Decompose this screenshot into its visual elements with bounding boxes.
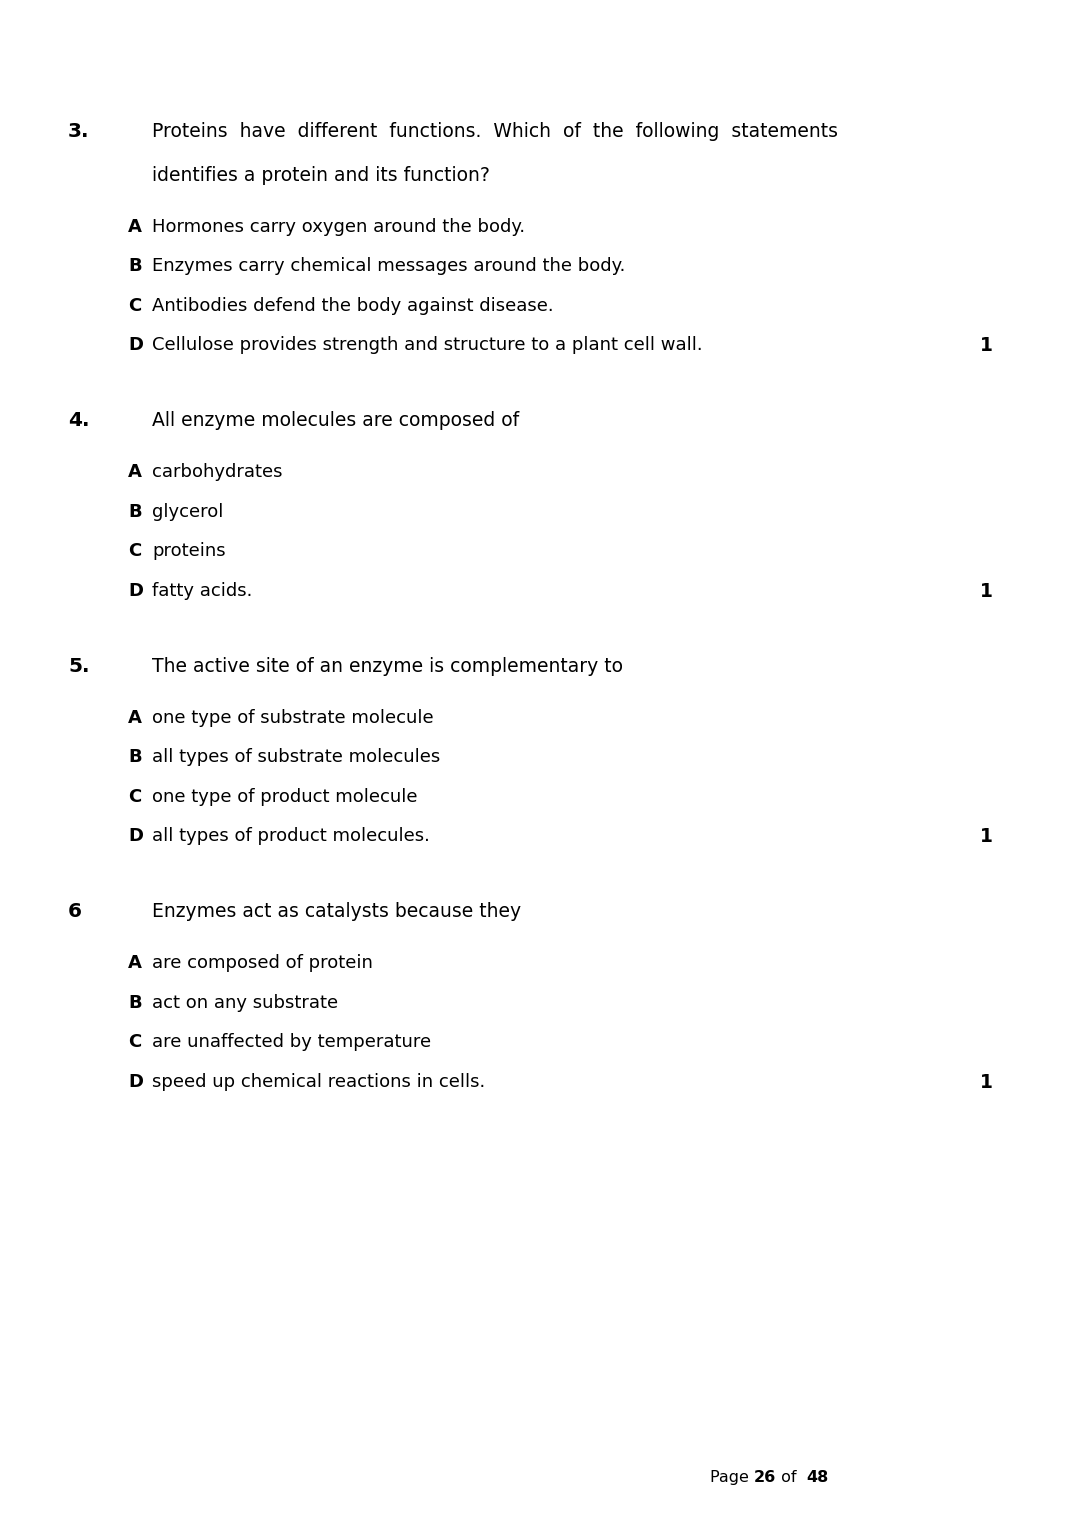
- Text: B: B: [129, 994, 141, 1012]
- Text: fatty acids.: fatty acids.: [152, 582, 253, 600]
- Text: 1: 1: [980, 828, 993, 846]
- Text: D: D: [129, 828, 143, 846]
- Text: D: D: [129, 1073, 143, 1090]
- Text: A: A: [129, 218, 141, 237]
- Text: one type of product molecule: one type of product molecule: [152, 788, 418, 806]
- Text: C: C: [129, 296, 141, 315]
- Text: Page: Page: [710, 1471, 754, 1484]
- Text: 48: 48: [806, 1471, 828, 1484]
- Text: glycerol: glycerol: [152, 502, 224, 521]
- Text: C: C: [129, 788, 141, 806]
- Text: act on any substrate: act on any substrate: [152, 994, 338, 1012]
- Text: D: D: [129, 582, 143, 600]
- Text: are unaffected by temperature: are unaffected by temperature: [152, 1034, 431, 1052]
- Text: Antibodies defend the body against disease.: Antibodies defend the body against disea…: [152, 296, 554, 315]
- Text: identifies a protein and its function?: identifies a protein and its function?: [152, 166, 490, 185]
- Text: C: C: [129, 542, 141, 560]
- Text: all types of product molecules.: all types of product molecules.: [152, 828, 430, 846]
- Text: 4.: 4.: [68, 411, 90, 431]
- Text: carbohydrates: carbohydrates: [152, 464, 283, 481]
- Text: C: C: [129, 1034, 141, 1052]
- Text: of: of: [777, 1471, 801, 1484]
- Text: all types of substrate molecules: all types of substrate molecules: [152, 748, 441, 767]
- Text: 3.: 3.: [68, 122, 90, 140]
- Text: 1: 1: [980, 582, 993, 602]
- Text: 1: 1: [980, 1073, 993, 1092]
- Text: speed up chemical reactions in cells.: speed up chemical reactions in cells.: [152, 1073, 485, 1090]
- Text: are composed of protein: are composed of protein: [152, 954, 373, 973]
- Text: Hormones carry oxygen around the body.: Hormones carry oxygen around the body.: [152, 218, 525, 237]
- Text: 26: 26: [754, 1471, 777, 1484]
- Text: A: A: [129, 709, 141, 727]
- Text: B: B: [129, 748, 141, 767]
- Text: 5.: 5.: [68, 657, 90, 676]
- Text: proteins: proteins: [152, 542, 226, 560]
- Text: Enzymes act as catalysts because they: Enzymes act as catalysts because they: [152, 902, 522, 921]
- Text: Cellulose provides strength and structure to a plant cell wall.: Cellulose provides strength and structur…: [152, 336, 703, 354]
- Text: Proteins  have  different  functions.  Which  of  the  following  statements: Proteins have different functions. Which…: [152, 122, 838, 140]
- Text: A: A: [129, 954, 141, 973]
- Text: one type of substrate molecule: one type of substrate molecule: [152, 709, 434, 727]
- Text: A: A: [129, 464, 141, 481]
- Text: The active site of an enzyme is complementary to: The active site of an enzyme is compleme…: [152, 657, 623, 676]
- Text: 1: 1: [980, 336, 993, 356]
- Text: All enzyme molecules are composed of: All enzyme molecules are composed of: [152, 411, 519, 431]
- Text: D: D: [129, 336, 143, 354]
- Text: B: B: [129, 258, 141, 275]
- Text: Enzymes carry chemical messages around the body.: Enzymes carry chemical messages around t…: [152, 258, 625, 275]
- Text: B: B: [129, 502, 141, 521]
- Text: 6: 6: [68, 902, 82, 921]
